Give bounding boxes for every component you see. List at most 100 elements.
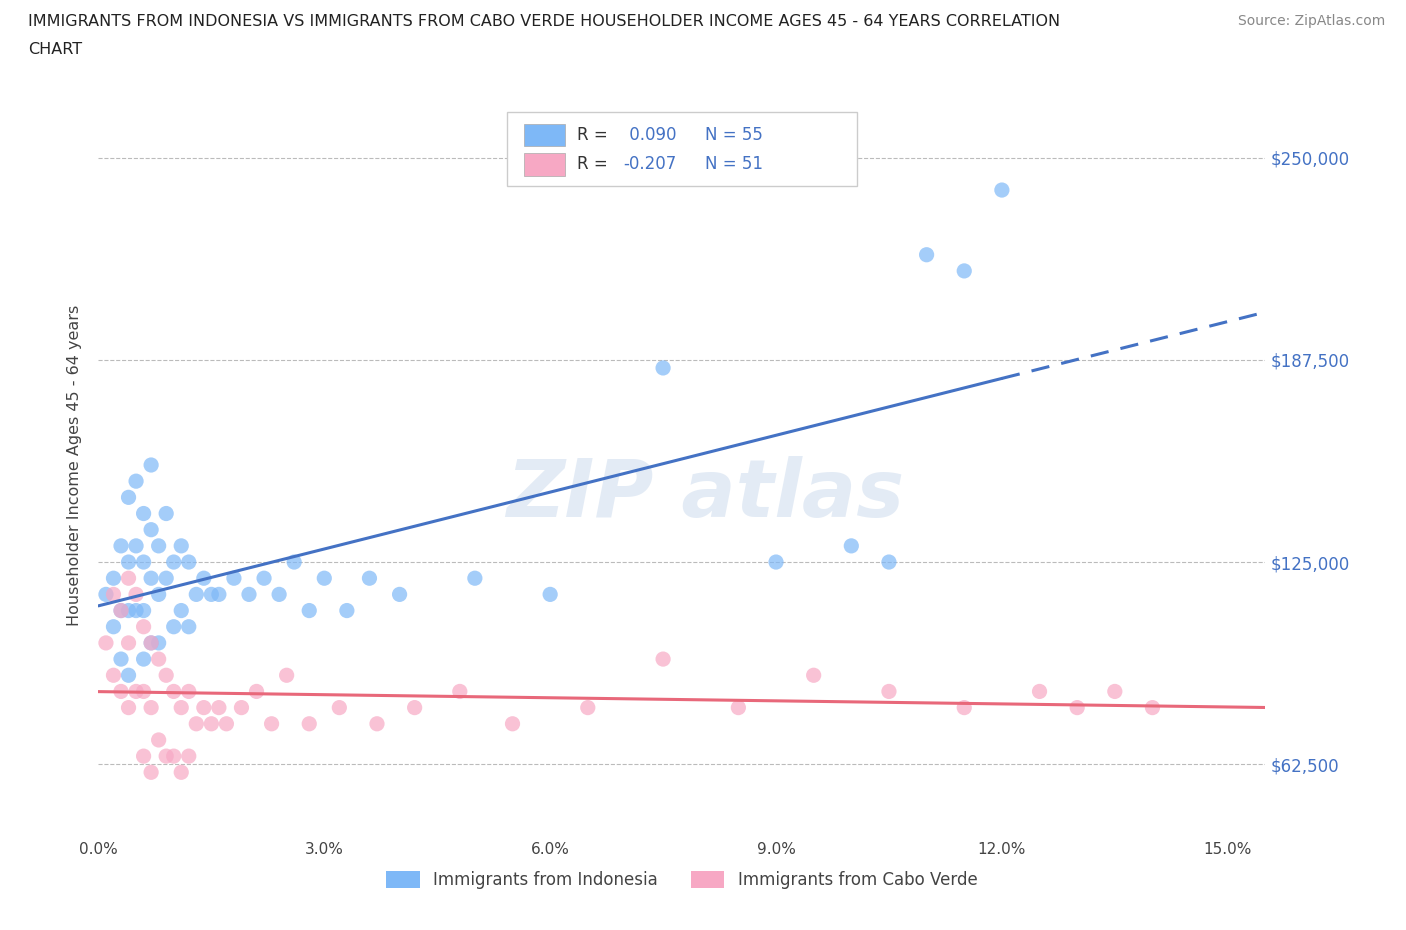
- Point: [125, 604, 148, 618]
- Text: IMMIGRANTS FROM INDONESIA VS IMMIGRANTS FROM CABO VERDE HOUSEHOLDER INCOME AGES : IMMIGRANTS FROM INDONESIA VS IMMIGRANTS …: [28, 14, 1060, 29]
- Point: [538, 587, 561, 602]
- Point: [193, 700, 215, 715]
- Point: [765, 554, 787, 569]
- Point: [953, 700, 976, 715]
- Point: [283, 554, 305, 569]
- Point: [139, 700, 162, 715]
- Point: [208, 700, 231, 715]
- Point: [464, 571, 486, 586]
- Point: [125, 473, 148, 488]
- Point: [253, 571, 276, 586]
- Point: [125, 684, 148, 698]
- Point: [215, 716, 238, 731]
- Point: [148, 652, 170, 667]
- Point: [177, 684, 200, 698]
- Text: ZIP atlas: ZIP atlas: [506, 456, 904, 534]
- Point: [1066, 700, 1088, 715]
- Point: [163, 554, 186, 569]
- Point: [991, 182, 1014, 197]
- Point: [336, 604, 359, 618]
- Point: [449, 684, 471, 698]
- Y-axis label: Householder Income Ages 45 - 64 years: Householder Income Ages 45 - 64 years: [67, 304, 83, 626]
- Point: [222, 571, 245, 586]
- Point: [238, 587, 260, 602]
- Point: [139, 571, 162, 586]
- Point: [139, 523, 162, 538]
- Point: [1028, 684, 1050, 698]
- Point: [269, 587, 291, 602]
- Point: [186, 587, 208, 602]
- Point: [186, 716, 208, 731]
- Legend: Immigrants from Indonesia, Immigrants from Cabo Verde: Immigrants from Indonesia, Immigrants fr…: [380, 864, 984, 896]
- Point: [117, 635, 139, 650]
- Point: [94, 635, 117, 650]
- Point: [103, 619, 125, 634]
- Point: [117, 571, 139, 586]
- Point: [148, 587, 170, 602]
- Point: [314, 571, 336, 586]
- Point: [132, 604, 155, 618]
- Point: [200, 716, 222, 731]
- Point: [359, 571, 381, 586]
- Point: [139, 635, 162, 650]
- Point: [1104, 684, 1126, 698]
- Point: [177, 749, 200, 764]
- Point: [170, 700, 193, 715]
- Text: R =: R =: [576, 155, 613, 173]
- Point: [132, 652, 155, 667]
- Text: CHART: CHART: [28, 42, 82, 57]
- Text: R =: R =: [576, 126, 613, 143]
- Point: [117, 700, 139, 715]
- Point: [652, 361, 675, 376]
- Point: [132, 684, 155, 698]
- Point: [170, 764, 193, 779]
- Point: [117, 604, 139, 618]
- Point: [298, 604, 321, 618]
- Point: [404, 700, 426, 715]
- Point: [1142, 700, 1164, 715]
- Point: [193, 571, 215, 586]
- Point: [132, 506, 155, 521]
- Point: [148, 538, 170, 553]
- Point: [200, 587, 222, 602]
- Point: [117, 490, 139, 505]
- Point: [148, 635, 170, 650]
- Point: [328, 700, 350, 715]
- Point: [576, 700, 599, 715]
- Text: N = 51: N = 51: [706, 155, 763, 173]
- Point: [132, 554, 155, 569]
- Point: [125, 587, 148, 602]
- Point: [132, 749, 155, 764]
- Point: [117, 554, 139, 569]
- Point: [276, 668, 298, 683]
- Point: [915, 247, 938, 262]
- Point: [103, 571, 125, 586]
- Point: [110, 604, 132, 618]
- Point: [132, 619, 155, 634]
- Point: [298, 716, 321, 731]
- Point: [110, 604, 132, 618]
- Point: [245, 684, 267, 698]
- Point: [139, 764, 162, 779]
- Point: [163, 684, 186, 698]
- Point: [94, 587, 117, 602]
- Point: [155, 571, 177, 586]
- Bar: [524, 124, 565, 146]
- Text: Source: ZipAtlas.com: Source: ZipAtlas.com: [1237, 14, 1385, 28]
- Point: [877, 684, 900, 698]
- Point: [953, 263, 976, 278]
- FancyBboxPatch shape: [508, 112, 856, 186]
- Text: -0.207: -0.207: [624, 155, 676, 173]
- Point: [155, 506, 177, 521]
- Point: [125, 538, 148, 553]
- Point: [163, 749, 186, 764]
- Bar: [524, 153, 565, 176]
- Point: [877, 554, 900, 569]
- Point: [110, 538, 132, 553]
- Point: [170, 538, 193, 553]
- Point: [103, 668, 125, 683]
- Point: [139, 458, 162, 472]
- Point: [727, 700, 749, 715]
- Point: [803, 668, 825, 683]
- Point: [502, 716, 524, 731]
